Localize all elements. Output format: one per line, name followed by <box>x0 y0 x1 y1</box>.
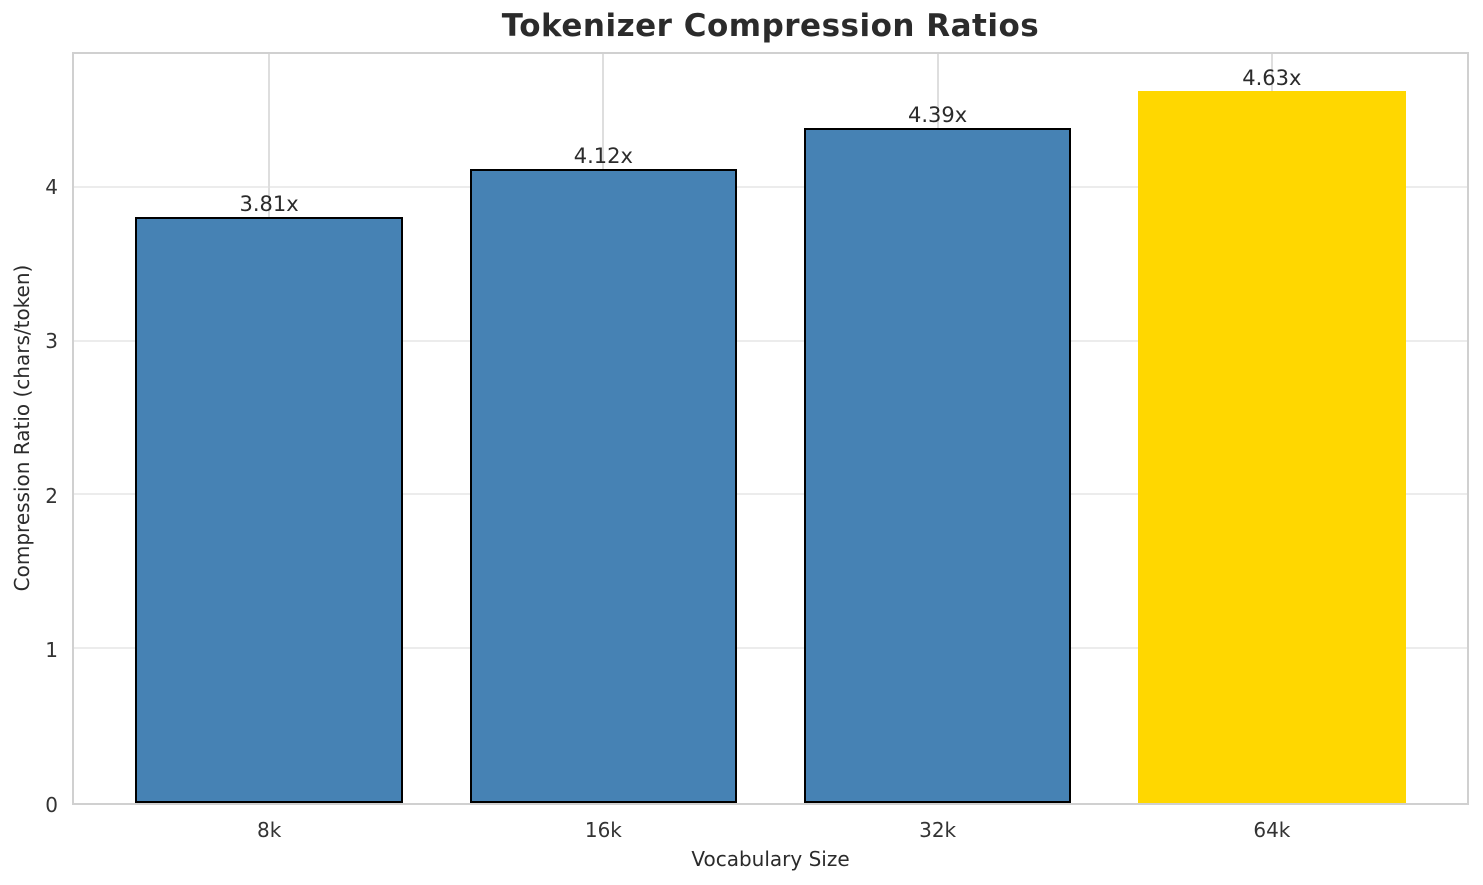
x-tick-label: 32k <box>919 818 957 842</box>
bar-64k: 4.63x <box>1138 66 1406 803</box>
y-tick-label: 4 <box>45 174 58 199</box>
y-tick-label: 2 <box>45 483 58 508</box>
category-slot-16k: 4.12x <box>436 54 770 803</box>
category-slot-64k: 4.63x <box>1105 54 1439 803</box>
bar-value-label: 4.63x <box>1242 65 1302 90</box>
bar-8k: 3.81x <box>135 192 403 803</box>
plot-area: 3.81x 4.12x 4.39x 4.63x <box>72 52 1469 805</box>
y-tick-label: 0 <box>45 793 58 817</box>
x-tick-label: 64k <box>1253 818 1291 842</box>
bar-value-label: 4.12x <box>573 144 633 169</box>
horizontal-gridline <box>74 339 1467 342</box>
bar-16k: 4.12x <box>469 144 738 803</box>
bar-32k: 4.39x <box>803 103 1072 803</box>
y-tick-label: 1 <box>45 638 58 663</box>
bars-container: 3.81x 4.12x 4.39x 4.63x <box>74 54 1467 803</box>
category-slot-8k: 3.81x <box>102 54 436 803</box>
y-tick-label: 3 <box>45 329 58 354</box>
chart-title: Tokenizer Compression Ratios <box>501 8 1040 44</box>
horizontal-gridline <box>74 493 1467 496</box>
bar-value-label: 4.39x <box>908 102 968 127</box>
x-tick-label: 16k <box>584 818 622 842</box>
x-tick-label: 8k <box>256 818 282 842</box>
horizontal-gridline <box>74 647 1467 650</box>
x-axis-label: Vocabulary Size <box>691 847 850 871</box>
y-axis-label: Compression Ratio (chars/token) <box>10 264 34 592</box>
bar-value-label: 3.81x <box>239 192 299 217</box>
category-slot-32k: 4.39x <box>771 54 1105 803</box>
horizontal-gridline <box>74 185 1467 188</box>
